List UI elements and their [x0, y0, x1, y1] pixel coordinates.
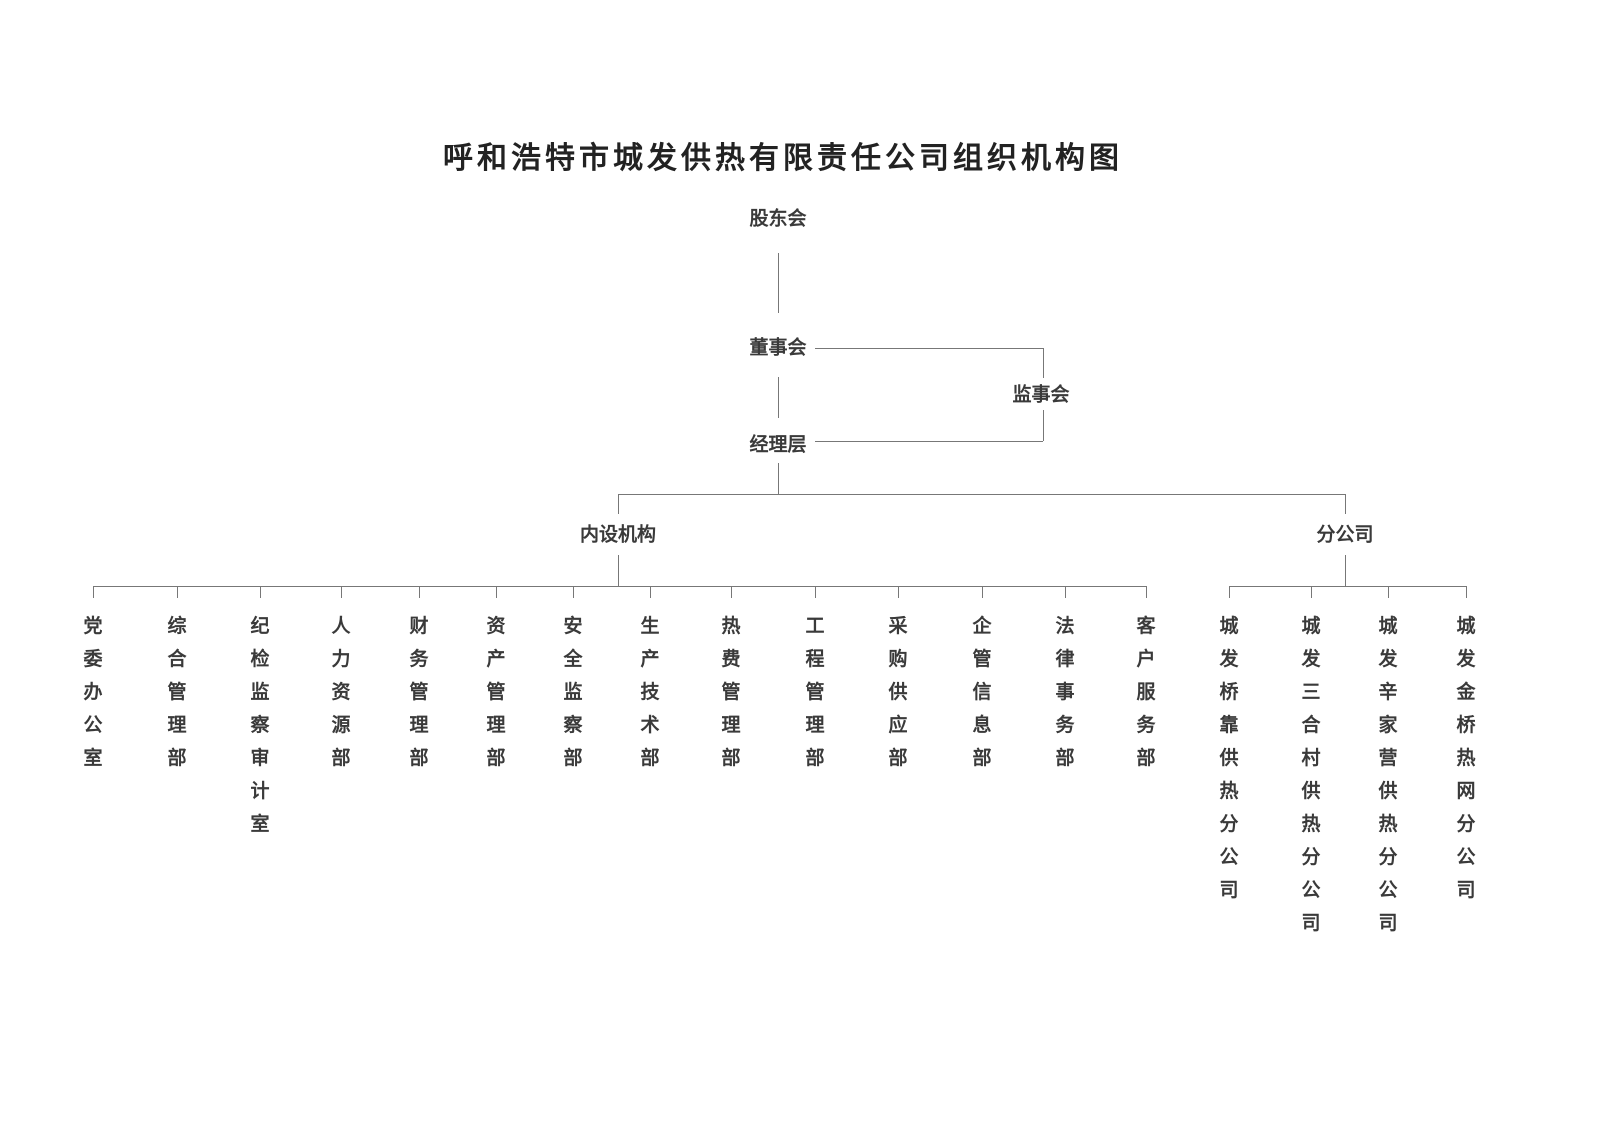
connector [1146, 586, 1147, 598]
connector [177, 586, 178, 598]
connector [618, 494, 1345, 495]
connector [1229, 586, 1230, 598]
connector [778, 377, 779, 418]
node-department: 法律事务部 [1055, 615, 1075, 769]
connector [778, 253, 779, 313]
node-department: 纪检监察审计室 [250, 615, 270, 835]
node-department: 生产技术部 [640, 615, 660, 769]
connector [260, 586, 261, 598]
connector [618, 555, 619, 586]
chart-title: 呼和浩特市城发供热有限责任公司组织机构图 [443, 141, 1123, 176]
node-department: 资产管理部 [486, 615, 506, 769]
node-department: 企管信息部 [972, 615, 992, 769]
node-department: 综合管理部 [167, 615, 187, 769]
node-branches: 分公司 [1316, 523, 1374, 546]
node-department: 党委办公室 [83, 615, 103, 769]
connector [341, 586, 342, 598]
connector [1466, 586, 1467, 598]
node-branch-company: 城发桥靠供热分公司 [1219, 615, 1239, 901]
connector [815, 348, 1043, 349]
node-board: 董事会 [749, 336, 807, 359]
connector [496, 586, 497, 598]
connector [1043, 410, 1044, 441]
connector [1388, 586, 1389, 598]
connector [731, 586, 732, 598]
node-department: 财务管理部 [409, 615, 429, 769]
connector [93, 586, 94, 598]
connector [898, 586, 899, 598]
node-branch-company: 城发金桥热网分公司 [1456, 615, 1476, 901]
node-department: 客户服务部 [1136, 615, 1156, 769]
connector [419, 586, 420, 598]
node-department: 工程管理部 [805, 615, 825, 769]
connector [1311, 586, 1312, 598]
node-internal: 内设机构 [579, 523, 657, 546]
node-management: 经理层 [749, 433, 807, 456]
connector [1229, 586, 1466, 587]
connector [618, 494, 619, 514]
connector [815, 586, 816, 598]
connector [93, 586, 1146, 587]
node-department: 人力资源部 [331, 615, 351, 769]
connector [1345, 494, 1346, 514]
connector [650, 586, 651, 598]
connector [1043, 348, 1044, 378]
connector [1065, 586, 1066, 598]
node-department: 热费管理部 [721, 615, 741, 769]
node-branch-company: 城发三合村供热分公司 [1301, 615, 1321, 934]
connector [982, 586, 983, 598]
connector [815, 441, 1043, 442]
connector [573, 586, 574, 598]
node-shareholders: 股东会 [749, 207, 807, 230]
node-supervisors: 监事会 [1012, 383, 1070, 406]
connector [778, 463, 779, 494]
node-department: 采购供应部 [888, 615, 908, 769]
node-branch-company: 城发辛家营供热分公司 [1378, 615, 1398, 934]
node-department: 安全监察部 [563, 615, 583, 769]
connector [1345, 555, 1346, 586]
